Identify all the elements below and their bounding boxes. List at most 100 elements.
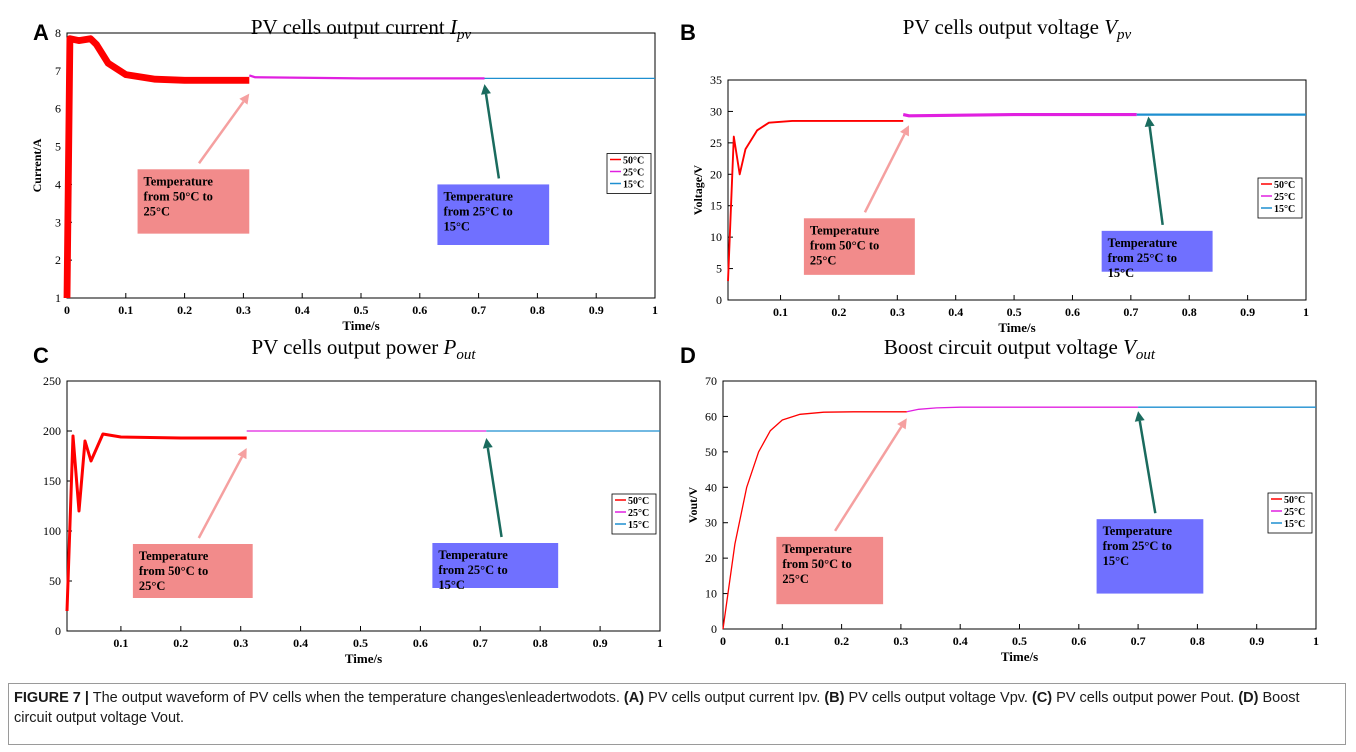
x-tick-label-b: 0.3 <box>890 305 905 319</box>
x-tick-label-d: 0.6 <box>1071 634 1086 648</box>
annotation-arrowhead-b-1 <box>900 125 909 137</box>
y-tick-label-b: 10 <box>710 230 722 244</box>
y-tick-label-a: 1 <box>55 291 61 305</box>
x-tick-label-a: 0.2 <box>177 303 192 317</box>
caption-item-b-tag: (B) <box>824 690 845 706</box>
legend-label-d: 50°C <box>1284 495 1305 506</box>
chart-title-d: Boost circuit output voltage Vout <box>884 335 1156 363</box>
annotation-box-c-1 <box>132 544 253 598</box>
annotation-arrow-c-2 <box>486 447 503 538</box>
x-tick-label-b: 0.8 <box>1182 305 1197 319</box>
annotation-arrowhead-a-1 <box>239 93 250 105</box>
caption-item-d-tag: (D) <box>1238 690 1259 706</box>
x-tick-label-c: 0.3 <box>233 636 248 650</box>
chart-title-a: PV cells output current Ipv <box>251 15 472 43</box>
x-tick-label-d: 0.4 <box>953 634 968 648</box>
annotation-text-c-1: from 50°C to <box>139 564 208 578</box>
y-tick-label-b: 5 <box>716 262 722 276</box>
annotation-text-b-1: Temperature <box>810 223 880 237</box>
annotation-arrowhead-d-2 <box>1134 411 1145 422</box>
x-tick-label-d: 1 <box>1313 634 1319 648</box>
legend-label-a: 50°C <box>623 156 644 167</box>
y-tick-label-b: 30 <box>710 104 722 118</box>
y-axis-label-b: Voltage/V <box>691 165 705 216</box>
legend-label-b: 15°C <box>1274 204 1295 215</box>
x-axis-label-c: Time/s <box>345 651 382 666</box>
annotation-text-b-1: 25°C <box>810 253 837 267</box>
x-tick-label-a: 0.5 <box>354 303 369 317</box>
y-tick-label-d: 50 <box>705 445 717 459</box>
y-tick-label-d: 40 <box>705 480 717 494</box>
annotation-text-a-1: from 50°C to <box>144 189 213 203</box>
annotation-arrowhead-a-2 <box>481 84 491 95</box>
caption-label: FIGURE 7 | <box>14 690 89 706</box>
caption-main-text: The output waveform of PV cells when the… <box>88 690 624 706</box>
legend-label-a: 15°C <box>623 180 644 191</box>
annotation-text-c-2: from 25°C to <box>438 563 507 577</box>
x-tick-label-b: 0.1 <box>773 305 788 319</box>
series-line-a-2 <box>248 74 485 80</box>
x-tick-label-c: 0.2 <box>173 636 188 650</box>
annotation-text-c-2: Temperature <box>438 548 508 562</box>
x-tick-label-a: 0.7 <box>471 303 486 317</box>
y-tick-label-a: 4 <box>55 177 61 191</box>
x-axis-label-a: Time/s <box>342 318 379 333</box>
caption-item-d-text: Boost circuit output voltage Vout. <box>14 690 1300 726</box>
annotation-arrow-a-1 <box>197 100 245 165</box>
y-tick-label-b: 35 <box>710 73 722 87</box>
y-tick-label-c: 250 <box>43 374 61 388</box>
annotation-text-d-2: Temperature <box>1103 524 1173 538</box>
annotation-box-a-2 <box>437 184 550 245</box>
series-line-d-2 <box>906 406 1139 413</box>
y-tick-label-c: 50 <box>49 574 61 588</box>
annotation-text-d-2: from 25°C to <box>1103 539 1172 553</box>
legend-label-d: 15°C <box>1284 519 1305 530</box>
panel-label-c: C <box>33 343 49 368</box>
y-axis-label-a: Current/A <box>30 138 44 192</box>
y-tick-label-b: 20 <box>710 167 722 181</box>
annotation-text-b-1: from 50°C to <box>810 238 879 252</box>
axes-frame-c <box>66 380 661 632</box>
x-tick-label-d: 0.8 <box>1190 634 1205 648</box>
caption-item-b-text: PV cells output voltage Vpv. <box>844 690 1032 706</box>
x-axis-label-b: Time/s <box>998 320 1035 335</box>
annotation-box-b-1 <box>803 218 915 275</box>
annotation-text-c-2: 15°C <box>438 578 465 592</box>
legend-label-b: 25°C <box>1274 192 1295 203</box>
y-tick-label-a: 3 <box>55 215 61 229</box>
y-axis-label-d: Vout/V <box>686 487 700 524</box>
chart-panel-a: A PV cells output current Ipv 0 0.1 0.2 0.3 0.… <box>30 15 658 333</box>
x-tick-label-d: 0.7 <box>1131 634 1146 648</box>
annotation-box-d-2 <box>1096 519 1204 594</box>
x-tick-label-c: 0.1 <box>113 636 128 650</box>
y-tick-label-d: 10 <box>705 587 717 601</box>
chart-title-c: PV cells output power Pout <box>251 335 476 363</box>
annotation-arrow-d-1 <box>834 425 903 532</box>
annotation-text-d-1: 25°C <box>782 572 809 586</box>
x-tick-label-a: 0.9 <box>589 303 604 317</box>
y-tick-label-b: 15 <box>710 199 722 213</box>
x-tick-label-d: 0.3 <box>893 634 908 648</box>
y-tick-label-c: 150 <box>43 474 61 488</box>
annotation-text-a-2: from 25°C to <box>443 204 512 218</box>
x-tick-label-d: 0.1 <box>775 634 790 648</box>
annotation-box-c-2 <box>432 543 559 588</box>
chart-panel-b: B PV cells output voltage Vpv 0.1 0.2 0.3 0.4… <box>680 15 1309 335</box>
x-tick-label-a: 0.8 <box>530 303 545 317</box>
x-axis-label-d: Time/s <box>1001 649 1038 664</box>
x-tick-label-d: 0.2 <box>834 634 849 648</box>
x-tick-label-c: 1 <box>657 636 663 650</box>
x-tick-label-b: 0.7 <box>1123 305 1138 319</box>
x-tick-label-d: 0.9 <box>1249 634 1264 648</box>
y-tick-label-d: 60 <box>705 409 717 423</box>
annotation-text-d-1: Temperature <box>782 542 852 556</box>
axes-frame-b <box>727 79 1307 301</box>
x-tick-label-a: 0 <box>64 303 70 317</box>
series-line-b-1 <box>727 119 904 282</box>
legend-label-c: 25°C <box>628 508 649 519</box>
x-tick-label-a: 0.4 <box>295 303 310 317</box>
annotation-arrow-b-1 <box>863 133 906 213</box>
y-tick-label-a: 5 <box>55 140 61 154</box>
series-line-a-1 <box>63 35 250 299</box>
x-tick-label-d: 0 <box>720 634 726 648</box>
